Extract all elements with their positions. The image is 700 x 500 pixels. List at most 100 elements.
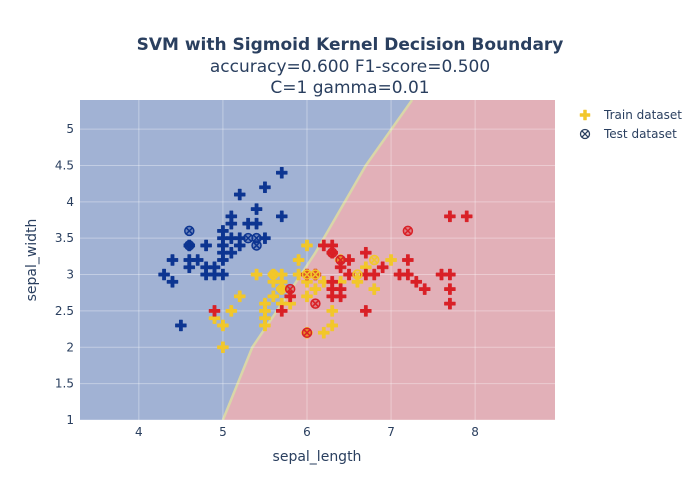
y-tick-label: 5 (66, 122, 74, 136)
legend-item-train[interactable]: Train dataset (579, 108, 682, 122)
train-point-versicolor[interactable] (301, 239, 313, 252)
legend[interactable]: Train dataset Test dataset (579, 108, 682, 141)
train-point-setosa[interactable] (200, 239, 212, 252)
x-tick-label: 8 (471, 425, 479, 439)
test-point-virginica[interactable] (284, 283, 296, 295)
train-point-setosa[interactable] (242, 217, 254, 230)
train-point-setosa[interactable] (217, 268, 229, 281)
train-point-virginica[interactable] (435, 268, 448, 281)
train-point-virginica[interactable] (418, 283, 431, 295)
train-point-setosa[interactable] (217, 225, 229, 237)
test-point-setosa[interactable] (184, 225, 195, 237)
train-point-virginica[interactable] (276, 305, 288, 317)
train-point-virginica[interactable] (402, 254, 414, 266)
train-point-setosa[interactable] (250, 217, 263, 230)
train-point-versicolor[interactable] (276, 268, 288, 281)
legend-train-label: Train dataset (603, 108, 682, 122)
train-point-setosa[interactable] (259, 232, 271, 244)
train-point-setosa[interactable] (233, 188, 246, 201)
x-tick-label: 5 (219, 425, 227, 439)
train-point-versicolor[interactable] (250, 268, 263, 281)
train-point-virginica[interactable] (444, 283, 456, 295)
train-point-setosa[interactable] (233, 232, 246, 244)
test-point-virginica[interactable] (335, 254, 346, 266)
train-point-setosa[interactable] (200, 261, 212, 274)
train-point-virginica[interactable] (444, 268, 456, 281)
train-point-virginica[interactable] (334, 283, 347, 295)
test-point-versicolor[interactable] (352, 269, 363, 280)
train-point-virginica[interactable] (343, 254, 355, 266)
y-tick-label: 2 (66, 340, 74, 354)
train-point-virginica[interactable] (360, 268, 372, 281)
train-point-virginica[interactable] (444, 297, 456, 310)
chart-subtitle-line-2: C=1 gamma=0.01 (270, 78, 429, 98)
train-point-setosa[interactable] (166, 254, 179, 266)
train-point-versicolor[interactable] (217, 319, 229, 332)
train-point-setosa[interactable] (175, 319, 187, 332)
train-point-virginica[interactable] (284, 290, 296, 303)
train-point-versicolor[interactable] (301, 290, 313, 303)
test-point-versicolor[interactable] (368, 254, 380, 266)
train-point-versicolor[interactable] (225, 305, 238, 317)
train-point-versicolor[interactable] (326, 305, 338, 317)
decision-region-layer (80, 100, 555, 420)
train-point-virginica[interactable] (444, 210, 456, 223)
train-point-virginica[interactable] (402, 268, 414, 281)
train-point-versicolor[interactable] (368, 283, 380, 295)
train-point-setosa[interactable] (225, 246, 238, 259)
train-point-versicolor[interactable] (217, 341, 229, 354)
train-point-virginica[interactable] (368, 268, 380, 281)
train-point-virginica[interactable] (360, 246, 372, 259)
test-point-versicolor[interactable] (268, 269, 279, 280)
train-point-virginica[interactable] (460, 210, 473, 223)
train-point-setosa[interactable] (158, 268, 170, 281)
train-point-versicolor[interactable] (292, 268, 305, 281)
test-point-virginica[interactable] (301, 327, 313, 338)
legend-test-label: Test dataset (603, 127, 677, 141)
train-point-versicolor[interactable] (385, 254, 397, 266)
train-point-virginica[interactable] (376, 261, 389, 274)
y-axis-ticks: 1 1.5 2 2.5 3 3.5 4 4.5 5 (55, 122, 74, 427)
train-point-setosa[interactable] (276, 166, 288, 179)
x-tick-label: 4 (135, 425, 143, 439)
train-point-virginica[interactable] (334, 261, 347, 274)
test-point-setosa[interactable] (184, 240, 195, 251)
train-point-virginica[interactable] (360, 305, 372, 317)
test-point-setosa[interactable] (251, 240, 262, 251)
x-axis-ticks: 4 5 6 7 8 (135, 425, 479, 439)
test-point-versicolor[interactable] (310, 269, 321, 280)
train-point-versicolor[interactable] (318, 276, 330, 288)
train-point-versicolor[interactable] (267, 290, 280, 303)
train-point-versicolor[interactable] (351, 276, 364, 288)
x-tick-label: 6 (303, 425, 311, 439)
train-point-versicolor[interactable] (233, 290, 246, 303)
train-point-versicolor[interactable] (259, 297, 271, 310)
train-point-setosa[interactable] (225, 232, 238, 244)
train-point-virginica[interactable] (318, 239, 330, 252)
test-point-virginica[interactable] (310, 298, 321, 309)
train-point-virginica[interactable] (393, 268, 406, 281)
test-point-versicolor[interactable] (276, 283, 288, 295)
train-point-versicolor[interactable] (318, 326, 330, 339)
train-point-setosa[interactable] (250, 203, 263, 215)
train-point-virginica[interactable] (208, 305, 221, 317)
train-point-setosa[interactable] (183, 254, 196, 266)
train-point-setosa[interactable] (208, 261, 221, 274)
test-point-versicolor[interactable] (301, 269, 313, 280)
train-point-setosa[interactable] (191, 254, 204, 266)
train-point-versicolor[interactable] (309, 283, 322, 295)
test-point-setosa[interactable] (242, 232, 254, 244)
train-point-setosa[interactable] (259, 181, 271, 194)
test-point-virginica[interactable] (326, 247, 338, 258)
train-point-virginica[interactable] (326, 276, 338, 288)
train-point-virginica[interactable] (410, 276, 423, 288)
train-point-versicolor[interactable] (326, 319, 338, 332)
train-point-setosa[interactable] (225, 210, 238, 223)
train-point-virginica[interactable] (343, 268, 355, 281)
train-point-setosa[interactable] (276, 210, 288, 223)
test-point-setosa[interactable] (251, 232, 262, 244)
test-point-virginica[interactable] (402, 225, 414, 237)
train-point-setosa[interactable] (166, 276, 179, 288)
legend-item-test[interactable]: Test dataset (579, 127, 678, 141)
train-point-versicolor[interactable] (292, 254, 305, 266)
